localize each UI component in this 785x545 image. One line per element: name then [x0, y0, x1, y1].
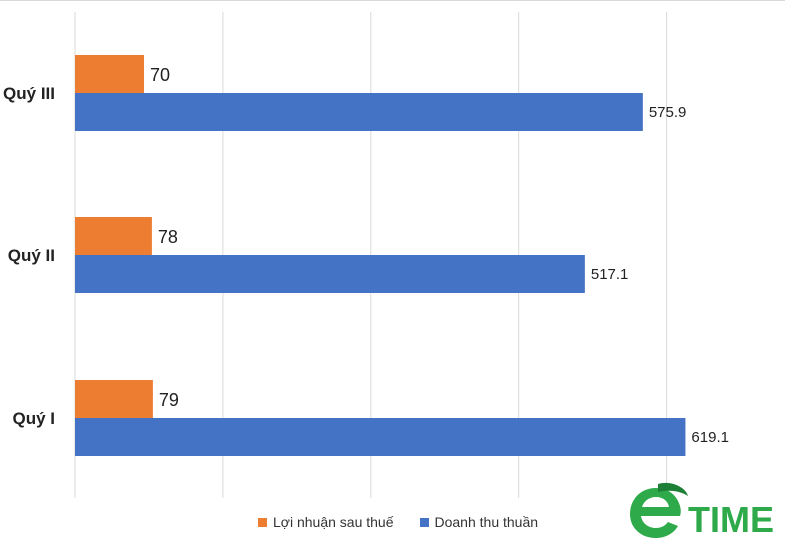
category-label: Quý III	[3, 84, 55, 103]
data-label-profit: 78	[158, 227, 178, 247]
bar-revenue	[75, 93, 643, 131]
bars	[75, 55, 686, 456]
legend-label-profit: Lợi nhuận sau thuế	[273, 514, 394, 530]
bar-profit	[75, 380, 153, 418]
data-label-profit: 79	[159, 390, 179, 410]
bar-profit	[75, 55, 145, 93]
legend-item-revenue: Doanh thu thuần	[419, 514, 539, 530]
data-label-profit: 70	[150, 65, 170, 85]
category-labels: Quý III Quý II Quý I	[3, 84, 55, 428]
legend: Lợi nhuận sau thuế Doanh thu thuần	[258, 514, 538, 530]
data-label-revenue: 517.1	[591, 266, 629, 283]
etime-logo: TIME	[630, 482, 774, 540]
data-labels: 70 575.9 78 517.1 79 619.1	[150, 65, 729, 446]
legend-swatch-orange	[258, 517, 267, 527]
bar-revenue	[75, 418, 686, 456]
legend-swatch-blue	[419, 517, 429, 527]
legend-item-profit: Lợi nhuận sau thuế	[258, 514, 394, 530]
bar-profit	[75, 217, 152, 255]
data-label-revenue: 575.9	[649, 104, 687, 121]
e-leaf-logo-icon	[630, 482, 688, 538]
data-label-revenue: 619.1	[691, 429, 729, 446]
bar-revenue	[75, 255, 585, 293]
legend-label-revenue: Doanh thu thuần	[434, 514, 539, 530]
category-label: Quý II	[8, 246, 55, 265]
logo-text: TIME	[688, 499, 774, 540]
category-label: Quý I	[12, 409, 55, 428]
